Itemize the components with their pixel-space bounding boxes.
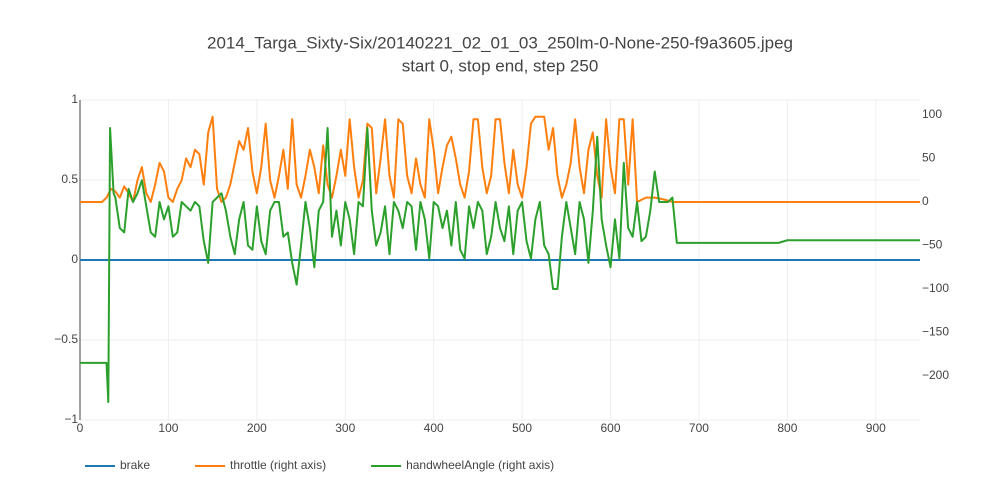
y2-tick-label: 0 xyxy=(922,194,929,208)
series-line xyxy=(80,115,920,203)
x-tick-label: 200 xyxy=(247,421,267,435)
y2-tick-label: −50 xyxy=(922,238,943,252)
legend-label: throttle (right axis) xyxy=(230,458,326,472)
y2-tick-label: −150 xyxy=(922,325,949,339)
y-tick-label: 0 xyxy=(71,252,78,266)
legend-label: handwheelAngle (right axis) xyxy=(406,458,554,472)
y2-tick-label: 50 xyxy=(922,151,936,165)
x-tick-label: 900 xyxy=(866,421,886,435)
y2-tick-label: 100 xyxy=(922,107,942,121)
x-tick-label: 600 xyxy=(601,421,621,435)
chart-title: 2014_Targa_Sixty-Six/20140221_02_01_03_2… xyxy=(207,33,793,52)
y-tick-label: 0.5 xyxy=(61,172,78,186)
y2-tick-label: −100 xyxy=(922,281,949,295)
legend-label: brake xyxy=(120,458,150,472)
x-tick-label: 0 xyxy=(77,421,84,435)
x-tick-label: 500 xyxy=(512,421,532,435)
x-tick-label: 400 xyxy=(424,421,444,435)
y-tick-label: −1 xyxy=(64,412,78,426)
series-line xyxy=(80,127,920,404)
x-tick-label: 700 xyxy=(689,421,709,435)
x-tick-label: 300 xyxy=(335,421,355,435)
x-tick-label: 100 xyxy=(158,421,178,435)
chart-subtitle: start 0, stop end, step 250 xyxy=(402,56,599,75)
y2-tick-label: −200 xyxy=(922,368,949,382)
x-tick-label: 800 xyxy=(777,421,797,435)
y-tick-label: −0.5 xyxy=(54,332,78,346)
y-tick-label: 1 xyxy=(71,92,78,106)
